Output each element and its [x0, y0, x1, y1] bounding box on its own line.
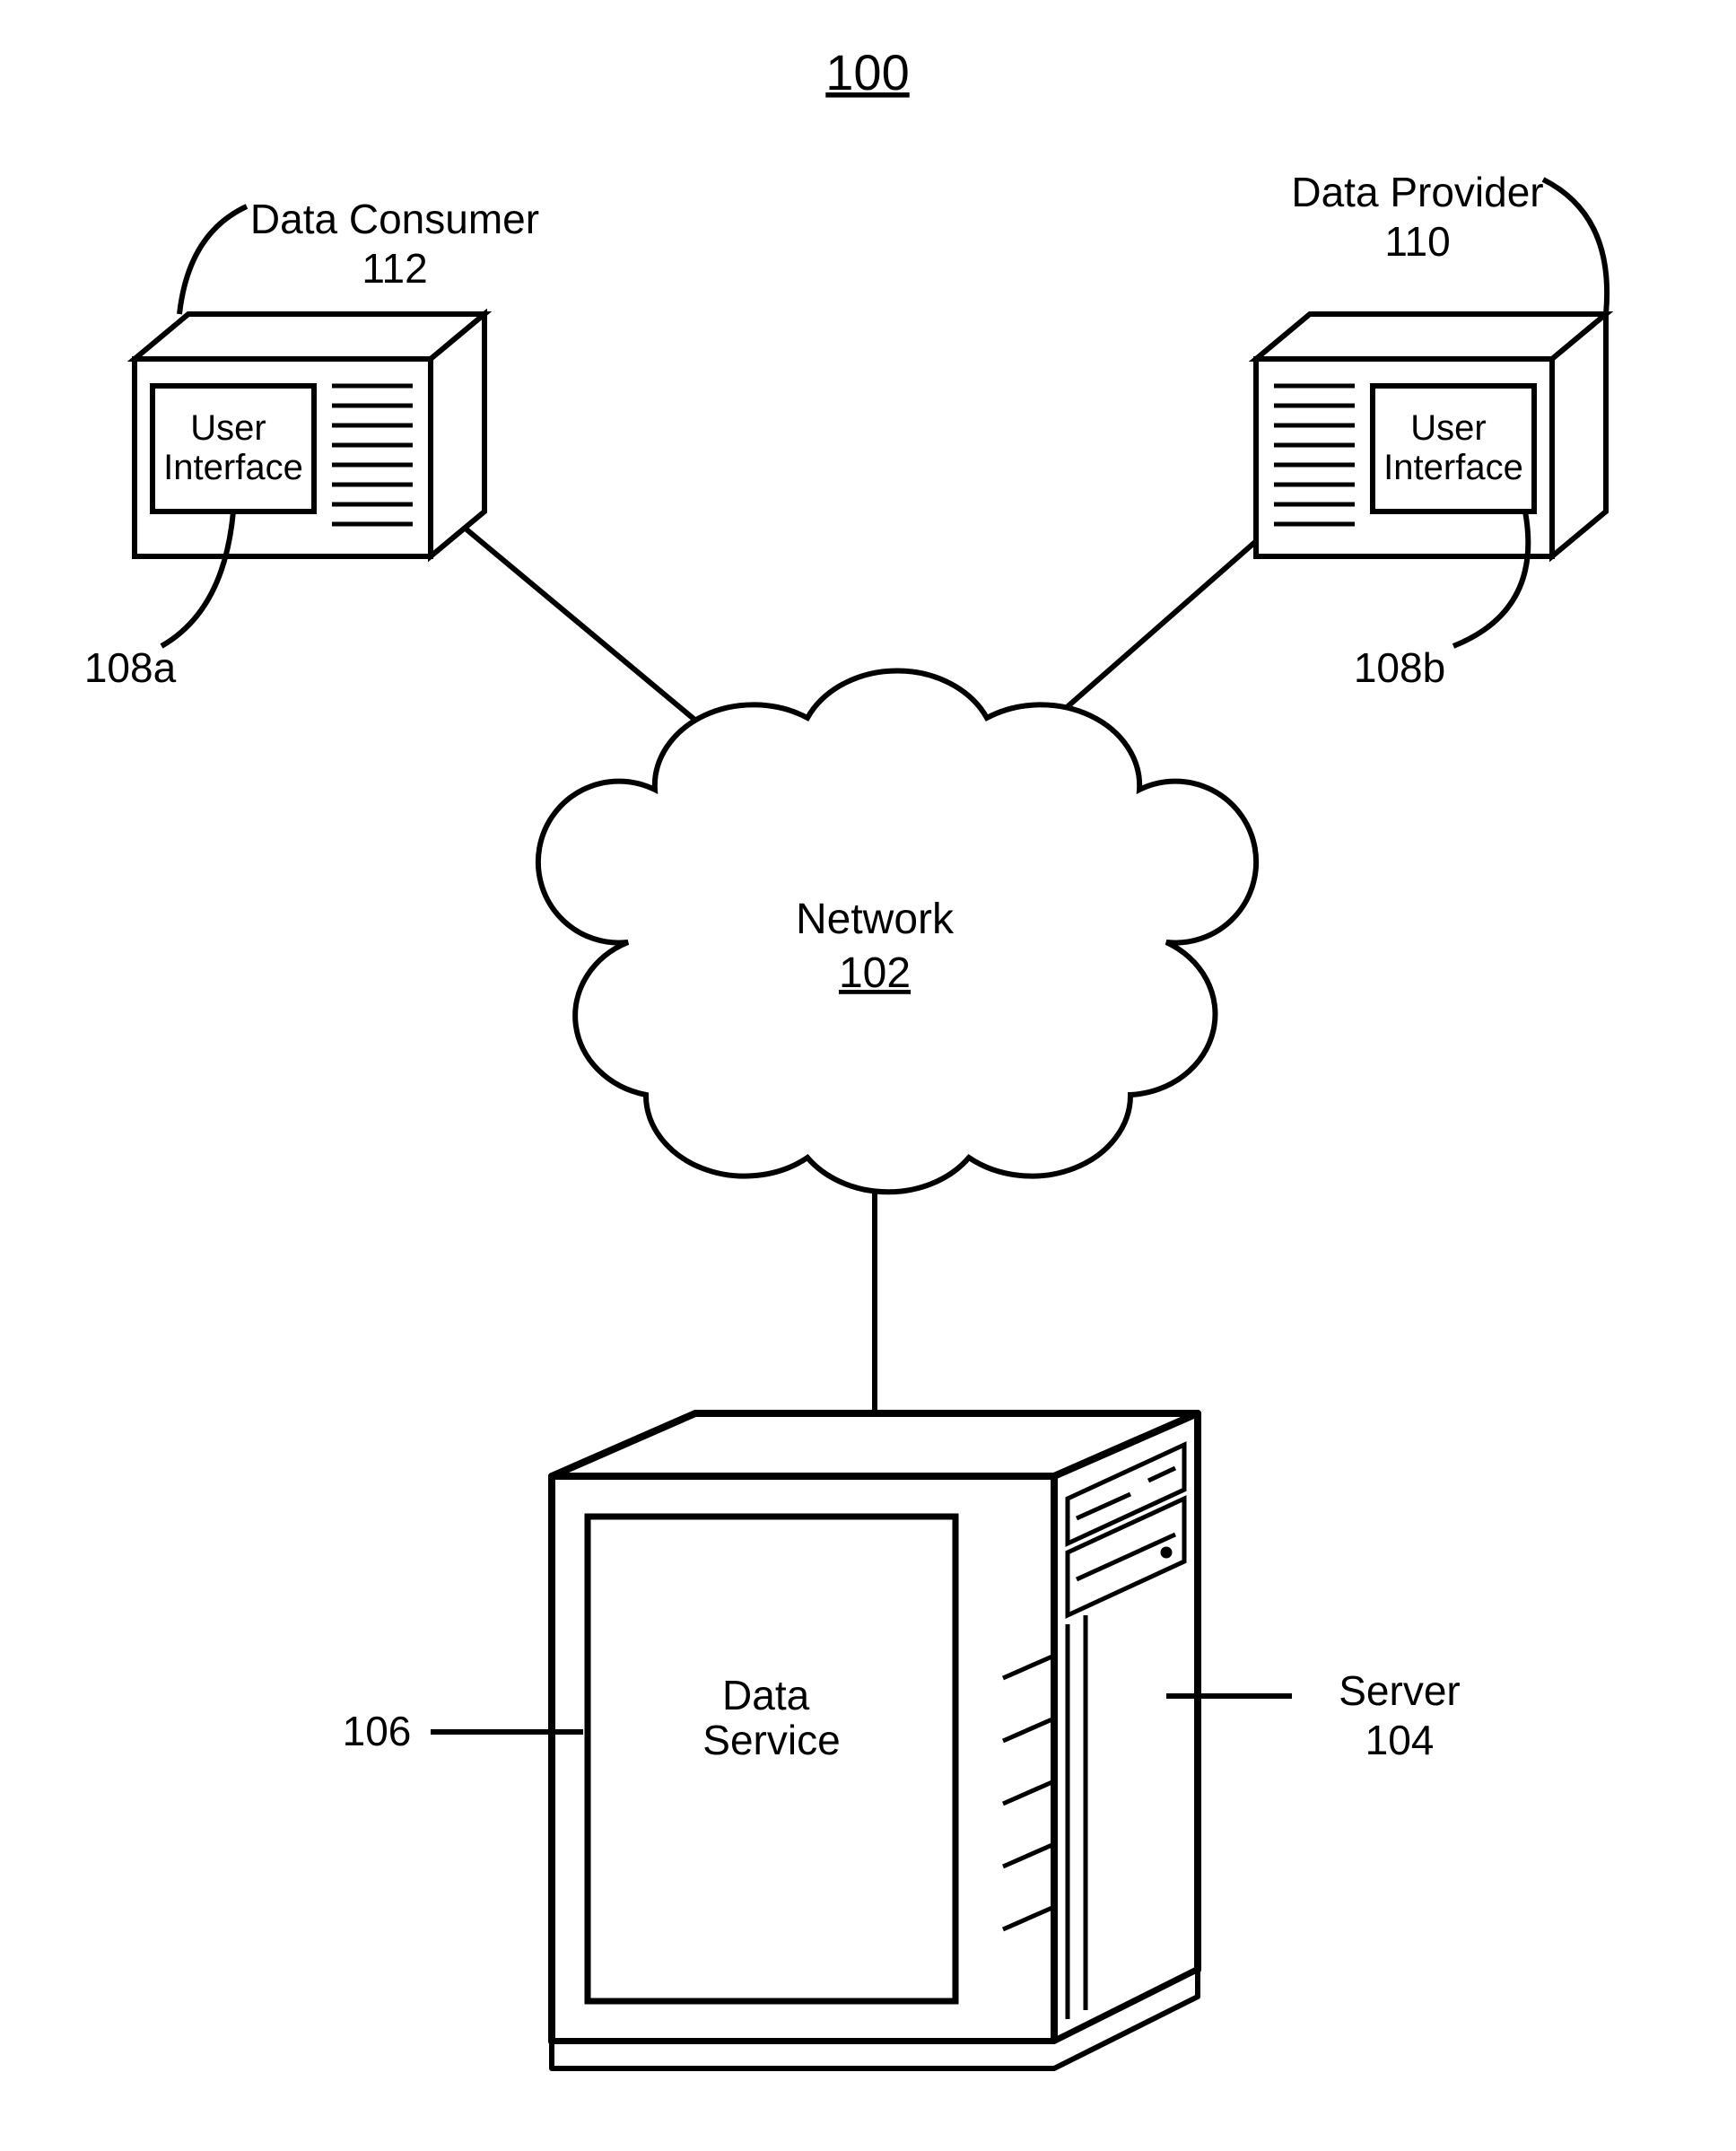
server-service-ref: 106	[343, 1708, 412, 1754]
data-consumer-node: Data Consumer 112 User Interface	[84, 196, 539, 691]
consumer-ui-ref: 108a	[84, 644, 177, 691]
provider-num: 110	[1384, 218, 1450, 265]
server-title: Server	[1339, 1667, 1460, 1714]
consumer-title: Data Consumer	[250, 196, 539, 242]
network-cloud: Network 102	[538, 670, 1256, 1192]
consumer-num: 112	[362, 245, 427, 292]
provider-title: Data Provider	[1291, 169, 1543, 215]
network-title: Network	[796, 896, 955, 943]
network-diagram: 100 Data Consumer 112 User Interface	[0, 0, 1736, 2151]
provider-ui-ref: 108b	[1354, 644, 1445, 691]
data-provider-node: Data Provider 110 User Interface 108b	[1256, 169, 1607, 691]
network-num: 102	[839, 949, 911, 997]
server-num: 104	[1365, 1717, 1435, 1763]
server-node: Data Service 106 Server 104	[343, 1413, 1461, 2068]
figure-ref-top: 100	[825, 44, 909, 101]
server-service-label: Data Service	[702, 1672, 840, 1763]
